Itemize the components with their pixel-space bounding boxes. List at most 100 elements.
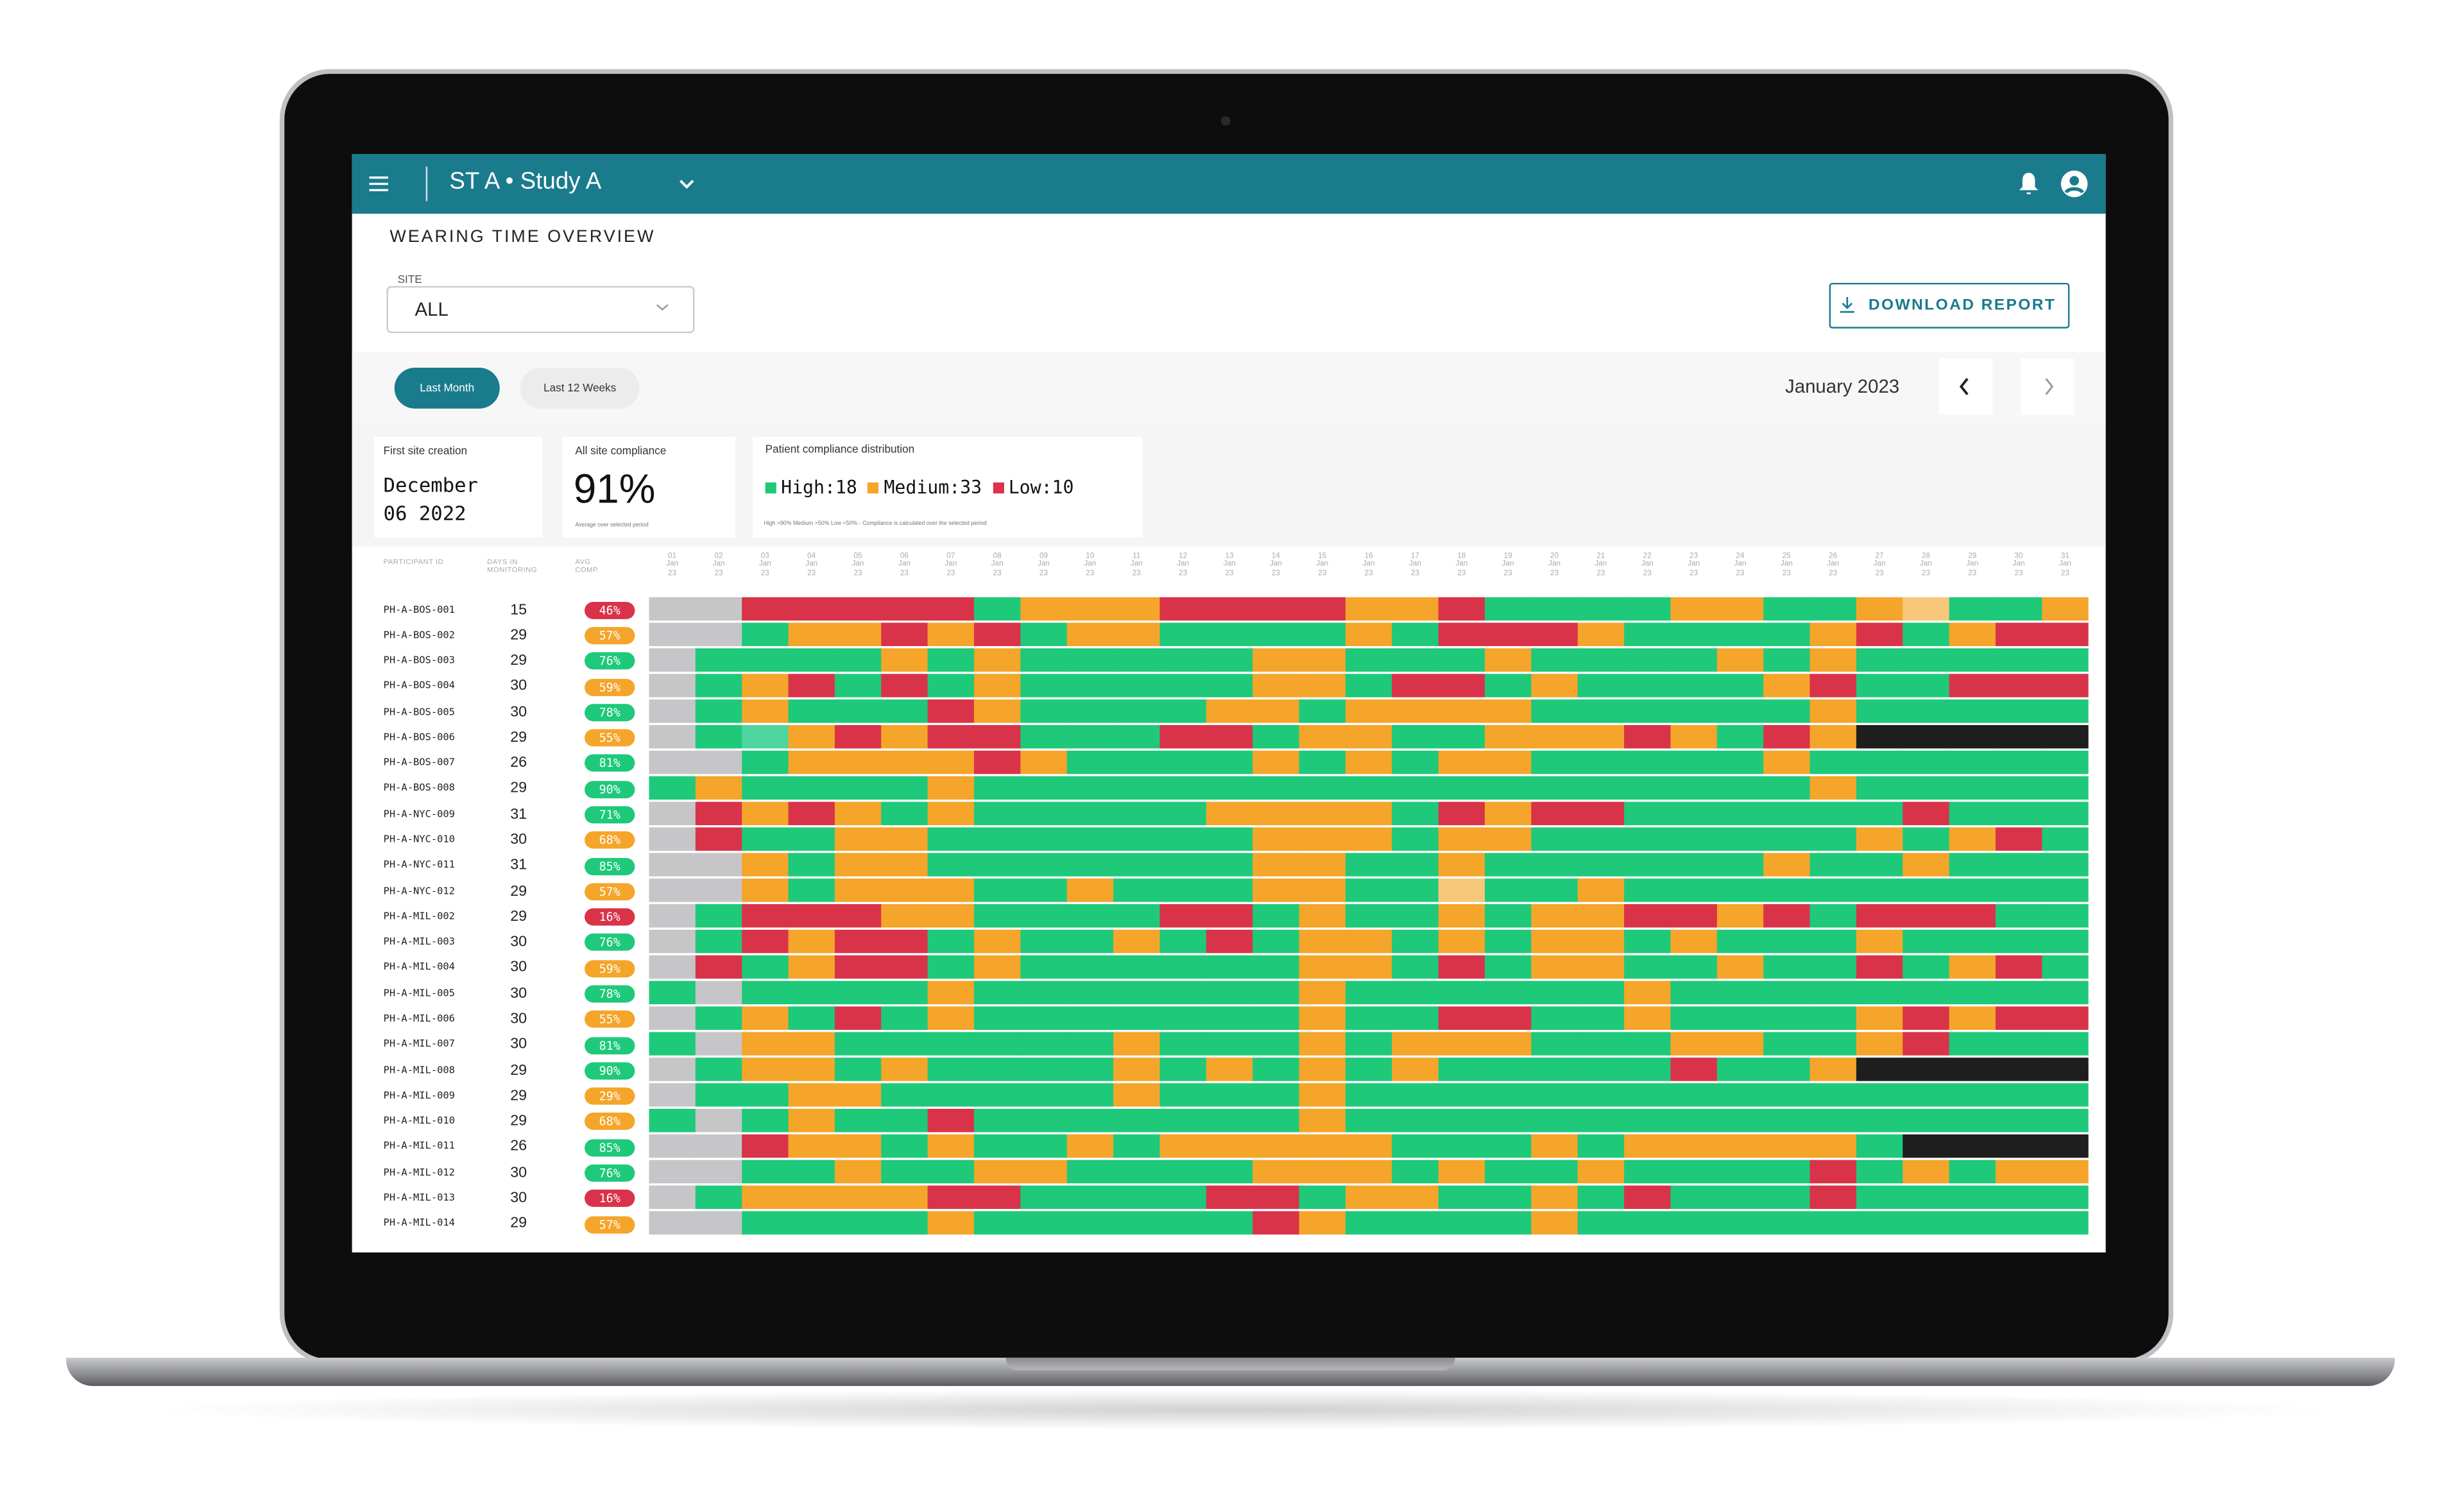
heatmap-cell	[1392, 853, 1439, 877]
download-button[interactable]	[1829, 282, 2070, 329]
menu-button[interactable]	[368, 175, 389, 193]
heatmap-cell	[1484, 622, 1532, 646]
heatmap-cell	[1763, 1185, 1811, 1210]
heatmap-cell	[1624, 648, 1672, 672]
heatmap-cell	[1670, 1159, 1718, 1184]
heatmap-cell	[1206, 980, 1253, 1005]
heatmap-cell	[1903, 699, 1950, 723]
heatmap-cell	[1856, 1211, 1903, 1235]
heatmap-cell	[1995, 827, 2043, 851]
heatmap-cell	[1253, 980, 1300, 1005]
heatmap-cell	[1995, 1159, 2043, 1184]
heatmap-cell	[1763, 597, 1811, 621]
heatmap-cell	[1716, 1134, 1764, 1158]
heatmap-cell	[1066, 776, 1114, 800]
heatmap-cell	[1763, 801, 1811, 826]
heatmap-cell	[1159, 1032, 1207, 1056]
heatmap-cell	[1763, 1032, 1811, 1056]
heatmap-cell	[973, 699, 1022, 723]
heatmap-cell	[1484, 750, 1532, 774]
prev-month-button[interactable]	[1939, 358, 1993, 415]
heatmap-cell	[1066, 1185, 1114, 1210]
heatmap-cell	[1159, 1083, 1207, 1107]
heatmap-cell	[1949, 1134, 1996, 1158]
heatmap-cell	[788, 648, 835, 672]
heatmap-cell	[1577, 827, 1625, 851]
heatmap-cell	[1484, 1134, 1532, 1158]
heatmap-cell	[1206, 1109, 1253, 1133]
heatmap-cell	[742, 980, 789, 1005]
heatmap-cell	[1903, 827, 1950, 851]
heatmap-cell	[1995, 1083, 2043, 1107]
heatmap-cell	[788, 1006, 835, 1030]
legend-item: High:18	[765, 476, 857, 498]
heatmap-cell	[1763, 1159, 1811, 1184]
notifications-button[interactable]	[2016, 171, 2041, 196]
heatmap-cell	[1716, 853, 1764, 877]
heatmap-cell	[1856, 853, 1903, 877]
heatmap-cell	[927, 904, 975, 928]
heatmap-cell	[881, 1134, 928, 1158]
account-button[interactable]	[2060, 169, 2089, 198]
heatmap-cell	[834, 776, 882, 800]
study-chevron[interactable]	[678, 176, 696, 191]
days-in-monitoring: 29	[510, 882, 527, 900]
heatmap-cell	[788, 699, 835, 723]
heatmap-cell	[1670, 1006, 1718, 1030]
heatmap-cell	[1995, 1109, 2043, 1133]
heatmap-cell	[695, 1032, 742, 1056]
heatmap-cell	[1345, 904, 1392, 928]
heatmap-cell	[1345, 724, 1392, 749]
heatmap-cell	[1159, 929, 1207, 954]
heatmap-cell	[973, 674, 1022, 697]
heatmap-cell	[1624, 1159, 1672, 1184]
heatmap-cell	[927, 1057, 975, 1081]
heatmap-cell	[1531, 648, 1579, 672]
heatmap-cell	[1345, 1185, 1392, 1210]
heatmap-cell	[881, 597, 928, 621]
participant-id: PH-A-BOS-004	[383, 681, 455, 692]
heatmap-cell	[1763, 955, 1811, 979]
compliance-badge: 81%	[585, 1036, 635, 1054]
heatmap-cell	[973, 1185, 1022, 1210]
heatmap-cell	[881, 1185, 928, 1210]
heatmap-cell	[1392, 622, 1439, 646]
participant-id: PH-A-MIL-011	[383, 1141, 455, 1153]
heatmap-cell	[973, 1134, 1022, 1158]
heatmap-cell	[1299, 622, 1346, 646]
heatmap-cell	[1577, 980, 1625, 1005]
heatmap-cell	[1253, 878, 1300, 902]
heatmap-cell	[1484, 904, 1532, 928]
heatmap-cell	[1577, 750, 1625, 774]
heatmap-cell	[1206, 827, 1253, 851]
heatmap-cell	[1763, 1109, 1811, 1133]
heatmap-cell	[1159, 750, 1207, 774]
heatmap-cell	[1577, 1006, 1625, 1030]
period-button[interactable]: Last 12 Weeks	[520, 368, 640, 409]
heatmap-cell	[1066, 1211, 1114, 1235]
period-button[interactable]: Last Month	[394, 368, 500, 409]
heatmap-cell	[1577, 955, 1625, 979]
study-selector[interactable]: ST A • Study A	[449, 168, 602, 195]
heatmap-cell	[1066, 1057, 1114, 1081]
heatmap-cell	[695, 904, 742, 928]
heatmap-cell	[1020, 955, 1068, 979]
heatmap-cell	[1531, 1134, 1579, 1158]
heatmap-cell	[1159, 1057, 1207, 1081]
heatmap-cell	[1949, 1159, 1996, 1184]
heatmap-cell	[1670, 827, 1718, 851]
legend-swatch	[765, 481, 776, 493]
heatmap-cell	[1392, 955, 1439, 979]
heatmap-cell	[1484, 1032, 1532, 1056]
next-month-button[interactable]	[2021, 358, 2075, 415]
heatmap-cell	[1299, 904, 1346, 928]
heatmap-cell	[1670, 1134, 1718, 1158]
month-label: January 2023	[1785, 375, 1900, 398]
heatmap-cell	[1810, 1006, 1857, 1030]
heatmap-cell	[1670, 1083, 1718, 1107]
site-select[interactable]	[386, 286, 695, 334]
heatmap-cell	[649, 980, 696, 1005]
heatmap-cell	[1716, 724, 1764, 749]
stat-label: Patient compliance distribution	[765, 445, 915, 456]
